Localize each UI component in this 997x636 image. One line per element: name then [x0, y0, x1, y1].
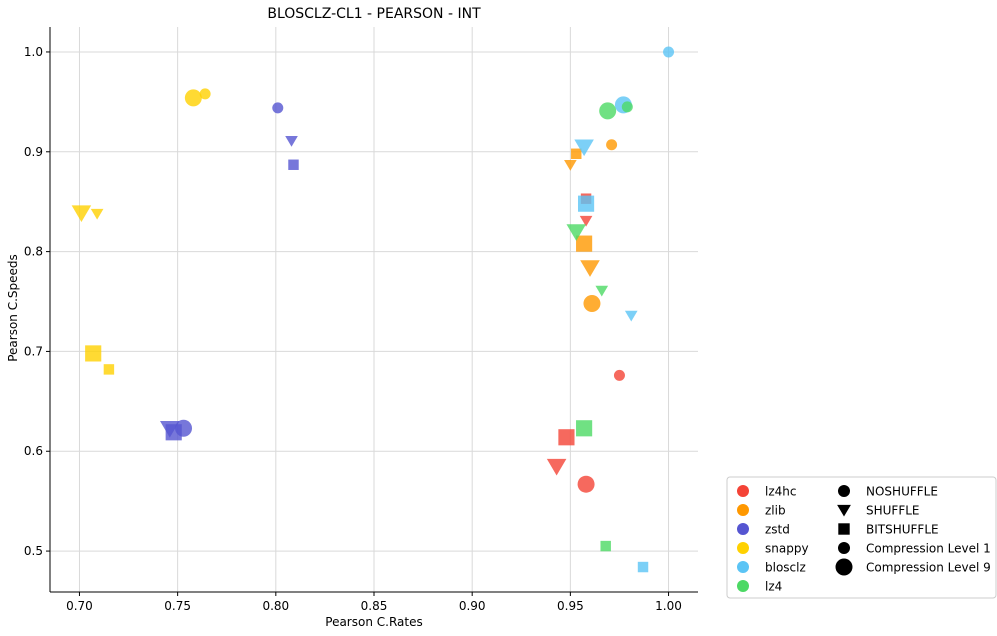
x-tick-label: 0.80	[262, 599, 289, 613]
x-tick-label: 1.00	[655, 599, 682, 613]
x-tick-label: 0.95	[557, 599, 584, 613]
point-zlib-shuffle-cl1	[564, 160, 577, 171]
point-lz4hc-noshuffle-cl9	[577, 475, 595, 493]
x-tick-label: 0.85	[361, 599, 388, 613]
legend-marker-shuffle	[837, 504, 851, 517]
point-snappy-shuffle-cl9	[71, 205, 92, 222]
legend-swatch-zlib	[737, 504, 749, 516]
point-lz4-bitshuffle-cl1	[600, 540, 611, 552]
point-lz4-shuffle-cl9	[566, 224, 587, 241]
point-snappy-bitshuffle-cl1	[103, 364, 115, 375]
x-axis-label: Pearson C.Rates	[325, 615, 422, 629]
legend-label-bitshuffle: BITSHUFFLE	[866, 523, 939, 537]
point-zlib-bitshuffle-cl1	[571, 148, 582, 160]
legend-label-zlib: zlib	[765, 504, 786, 518]
point-zlib-shuffle-cl9	[580, 260, 600, 277]
point-blosclz-shuffle-cl1	[624, 310, 638, 322]
legend-label-lz4: lz4	[765, 580, 782, 594]
chart-title: BLOSCLZ-CL1 - PEARSON - INT	[267, 6, 481, 22]
legend-label-compression-level-1: Compression Level 1	[866, 542, 991, 556]
y-tick-label: 0.5	[24, 544, 43, 558]
point-zstd-bitshuffle-cl9	[165, 424, 182, 441]
grid	[50, 27, 698, 592]
y-tick-label: 0.8	[24, 245, 43, 259]
legend-marker-noshuffle	[838, 485, 850, 497]
legend: lz4hc zlib zstd snappy blosclz lz4 NOSHUFFLE S…	[726, 476, 997, 599]
legend-label-snappy: snappy	[765, 542, 809, 556]
point-zstd-noshuffle-cl1	[272, 102, 284, 114]
legend-label-noshuffle: NOSHUFFLE	[866, 485, 938, 499]
legend-marker-bitshuffle	[838, 523, 850, 535]
point-zstd-bitshuffle-cl1	[288, 159, 299, 170]
point-snappy-noshuffle-cl1	[199, 88, 211, 100]
point-blosclz-bitshuffle-cl1	[637, 561, 649, 573]
point-lz4hc-noshuffle-cl1	[613, 369, 625, 381]
y-tick-label: 0.7	[24, 344, 43, 358]
point-lz4hc-shuffle-cl1	[579, 215, 593, 227]
legend-swatch-zstd	[737, 523, 749, 535]
point-lz4hc-bitshuffle-cl9	[558, 429, 575, 446]
point-lz4-noshuffle-cl9	[599, 102, 617, 120]
point-zstd-shuffle-cl1	[285, 136, 298, 147]
y-tick-label: 0.6	[24, 444, 43, 458]
point-lz4hc-shuffle-cl9	[546, 458, 567, 476]
point-blosclz-noshuffle-cl1	[663, 46, 675, 58]
legend-marker-compression-level-1	[838, 542, 850, 554]
data-points	[71, 46, 675, 573]
legend-swatch-snappy	[737, 542, 749, 554]
legend-label-zstd: zstd	[765, 523, 790, 537]
y-tick-label: 1.0	[24, 45, 43, 59]
legend-shapes: NOSHUFFLE SHUFFLE BITSHUFFLE Compression Le…	[835, 485, 991, 576]
x-tick-label: 0.90	[459, 599, 486, 613]
point-blosclz-shuffle-cl9	[574, 139, 594, 157]
point-snappy-bitshuffle-cl9	[85, 345, 102, 362]
legend-codecs: lz4hc zlib zstd snappy blosclz lz4	[737, 485, 809, 594]
point-zlib-noshuffle-cl1	[606, 139, 618, 151]
point-zlib-noshuffle-cl9	[583, 295, 601, 313]
point-lz4-bitshuffle-cl9	[576, 420, 593, 437]
x-tick-label: 0.70	[66, 599, 93, 613]
point-zlib-bitshuffle-cl9	[576, 235, 593, 252]
y-axis-label: Pearson C.Speeds	[6, 254, 20, 362]
legend-label-shuffle: SHUFFLE	[866, 504, 920, 518]
point-snappy-noshuffle-cl9	[184, 89, 202, 107]
point-lz4-noshuffle-cl1	[621, 101, 633, 113]
axes	[46, 27, 698, 596]
legend-marker-compression-level-9	[835, 558, 853, 576]
x-tick-label: 0.75	[164, 599, 191, 613]
legend-label-compression-level-9: Compression Level 9	[866, 561, 991, 575]
legend-label-lz4hc: lz4hc	[765, 485, 796, 499]
legend-label-blosclz: blosclz	[765, 561, 806, 575]
legend-swatch-lz4	[737, 580, 749, 592]
tick-labels: 0.70 0.75 0.80 0.85 0.90 0.95 1.00 0.5 0.6 0.7 0.8…	[24, 45, 682, 613]
y-tick-label: 0.9	[24, 145, 43, 159]
legend-swatch-blosclz	[737, 561, 749, 573]
legend-frame	[726, 476, 997, 599]
legend-swatch-lz4hc	[737, 485, 749, 497]
point-lz4-shuffle-cl1	[595, 285, 609, 297]
point-snappy-shuffle-cl1	[90, 208, 104, 220]
point-blosclz-bitshuffle-cl9	[577, 195, 595, 212]
